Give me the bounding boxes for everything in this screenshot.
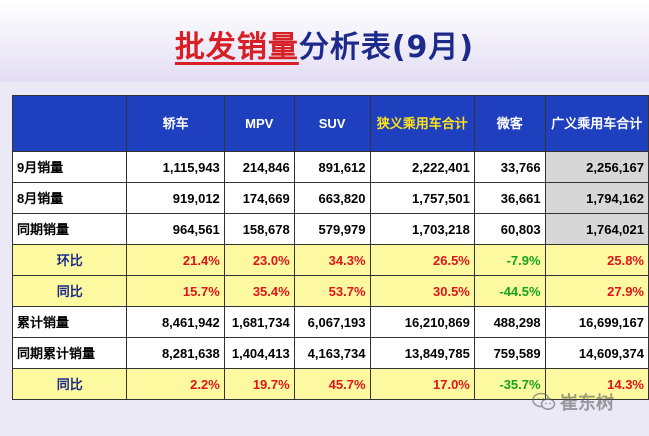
watermark-text: 崔东树 <box>560 393 614 414</box>
header-sedan: 轿车 <box>126 95 225 152</box>
table-cell: 6,067,193 <box>293 306 371 338</box>
table-cell: 45.7% <box>293 368 371 400</box>
table-cell: 23.0% <box>223 244 295 276</box>
table-row: 环比 21.4% 23.0% 34.3% 26.5% -7.9% 25.8% <box>11 244 649 276</box>
table-cell: -35.7% <box>473 368 546 400</box>
row-label: 累计销量 <box>11 306 128 338</box>
table-row: 同期销量 964,561 158,678 579,979 1,703,218 6… <box>11 213 649 245</box>
table-row: 同比 2.2% 19.7% 45.7% 17.0% -35.7% 14.3% <box>11 368 649 400</box>
table-cell: 26.5% <box>369 244 475 276</box>
table-cell: 27.9% <box>544 275 649 307</box>
table-cell: 36,661 <box>473 182 546 214</box>
table-cell: 8,281,638 <box>126 337 225 369</box>
table-cell: 14,609,374 <box>544 337 649 369</box>
table-cell: 16,210,869 <box>369 306 475 338</box>
table-cell: 1,757,501 <box>369 182 475 214</box>
table-cell: 488,298 <box>473 306 546 338</box>
header-suv: SUV <box>293 95 371 152</box>
row-label: 同比 <box>11 275 128 307</box>
row-label: 同期销量 <box>11 213 128 245</box>
table-cell: 15.7% <box>126 275 225 307</box>
title-rest: 分析表(9月) <box>298 30 475 65</box>
table-cell: 1,404,413 <box>223 337 295 369</box>
table-cell: 2,222,401 <box>369 151 475 183</box>
table-cell: 14.3% <box>544 368 649 400</box>
table-cell: 1,115,943 <box>126 151 225 183</box>
table-cell: 19.7% <box>223 368 295 400</box>
table-cell: 4,163,734 <box>293 337 371 369</box>
title-highlight: 批发销量 <box>174 30 299 65</box>
table-cell: 158,678 <box>223 213 295 245</box>
header-narrow-total: 狭义乘用车合计 <box>369 95 475 152</box>
table-cell: 1,794,162 <box>544 182 649 214</box>
header-corner <box>11 95 128 152</box>
table-row: 9月销量 1,115,943 214,846 891,612 2,222,401… <box>11 151 649 183</box>
table-cell: 2.2% <box>126 368 225 400</box>
table-row: 8月销量 919,012 174,669 663,820 1,757,501 3… <box>11 182 649 214</box>
page-title: 批发销量分析表(9月) <box>0 22 649 66</box>
table-row: 同比 15.7% 35.4% 53.7% 30.5% -44.5% 27.9% <box>11 275 649 307</box>
table-cell: 891,612 <box>293 151 371 183</box>
table-cell: 663,820 <box>293 182 371 214</box>
table-cell: 60,803 <box>473 213 546 245</box>
header-row: 轿车 MPV SUV 狭义乘用车合计 微客 广义乘用车合计 <box>11 95 649 152</box>
table-cell: -44.5% <box>473 275 546 307</box>
table-cell: -7.9% <box>473 244 546 276</box>
table-cell: 1,764,021 <box>544 213 649 245</box>
row-label: 同期累计销量 <box>11 337 128 369</box>
table-cell: 30.5% <box>369 275 475 307</box>
table-cell: 21.4% <box>126 244 225 276</box>
table-cell: 34.3% <box>293 244 371 276</box>
table-cell: 1,703,218 <box>369 213 475 245</box>
table-cell: 35.4% <box>223 275 295 307</box>
table-cell: 13,849,785 <box>369 337 475 369</box>
table-cell: 17.0% <box>369 368 475 400</box>
row-label: 同比 <box>11 368 128 400</box>
table-cell: 25.8% <box>544 244 649 276</box>
row-label: 9月销量 <box>11 151 128 183</box>
table-cell: 759,589 <box>473 337 546 369</box>
table-cell: 53.7% <box>293 275 371 307</box>
header-broad-total: 广义乘用车合计 <box>544 95 649 152</box>
row-label: 环比 <box>11 244 128 276</box>
table-cell: 214,846 <box>223 151 295 183</box>
watermark: 崔东树 <box>532 390 614 414</box>
row-label: 8月销量 <box>11 182 128 214</box>
table-cell: 919,012 <box>126 182 225 214</box>
sales-table: 轿车 MPV SUV 狭义乘用车合计 微客 广义乘用车合计 9月销量 1,115… <box>11 95 649 400</box>
table-cell: 16,699,167 <box>544 306 649 338</box>
header-mpv: MPV <box>223 95 295 152</box>
table-row: 累计销量 8,461,942 1,681,734 6,067,193 16,21… <box>11 306 649 338</box>
table-row: 同期累计销量 8,281,638 1,404,413 4,163,734 13,… <box>11 337 649 369</box>
table-cell: 964,561 <box>126 213 225 245</box>
wechat-icon <box>532 392 556 410</box>
table-cell: 8,461,942 <box>126 306 225 338</box>
table-cell: 2,256,167 <box>544 151 649 183</box>
title-banner: 批发销量分析表(9月) <box>0 0 649 82</box>
table-cell: 1,681,734 <box>223 306 295 338</box>
table-cell: 174,669 <box>223 182 295 214</box>
table-cell: 579,979 <box>293 213 371 245</box>
table-cell: 33,766 <box>473 151 546 183</box>
header-minibus: 微客 <box>473 95 546 152</box>
